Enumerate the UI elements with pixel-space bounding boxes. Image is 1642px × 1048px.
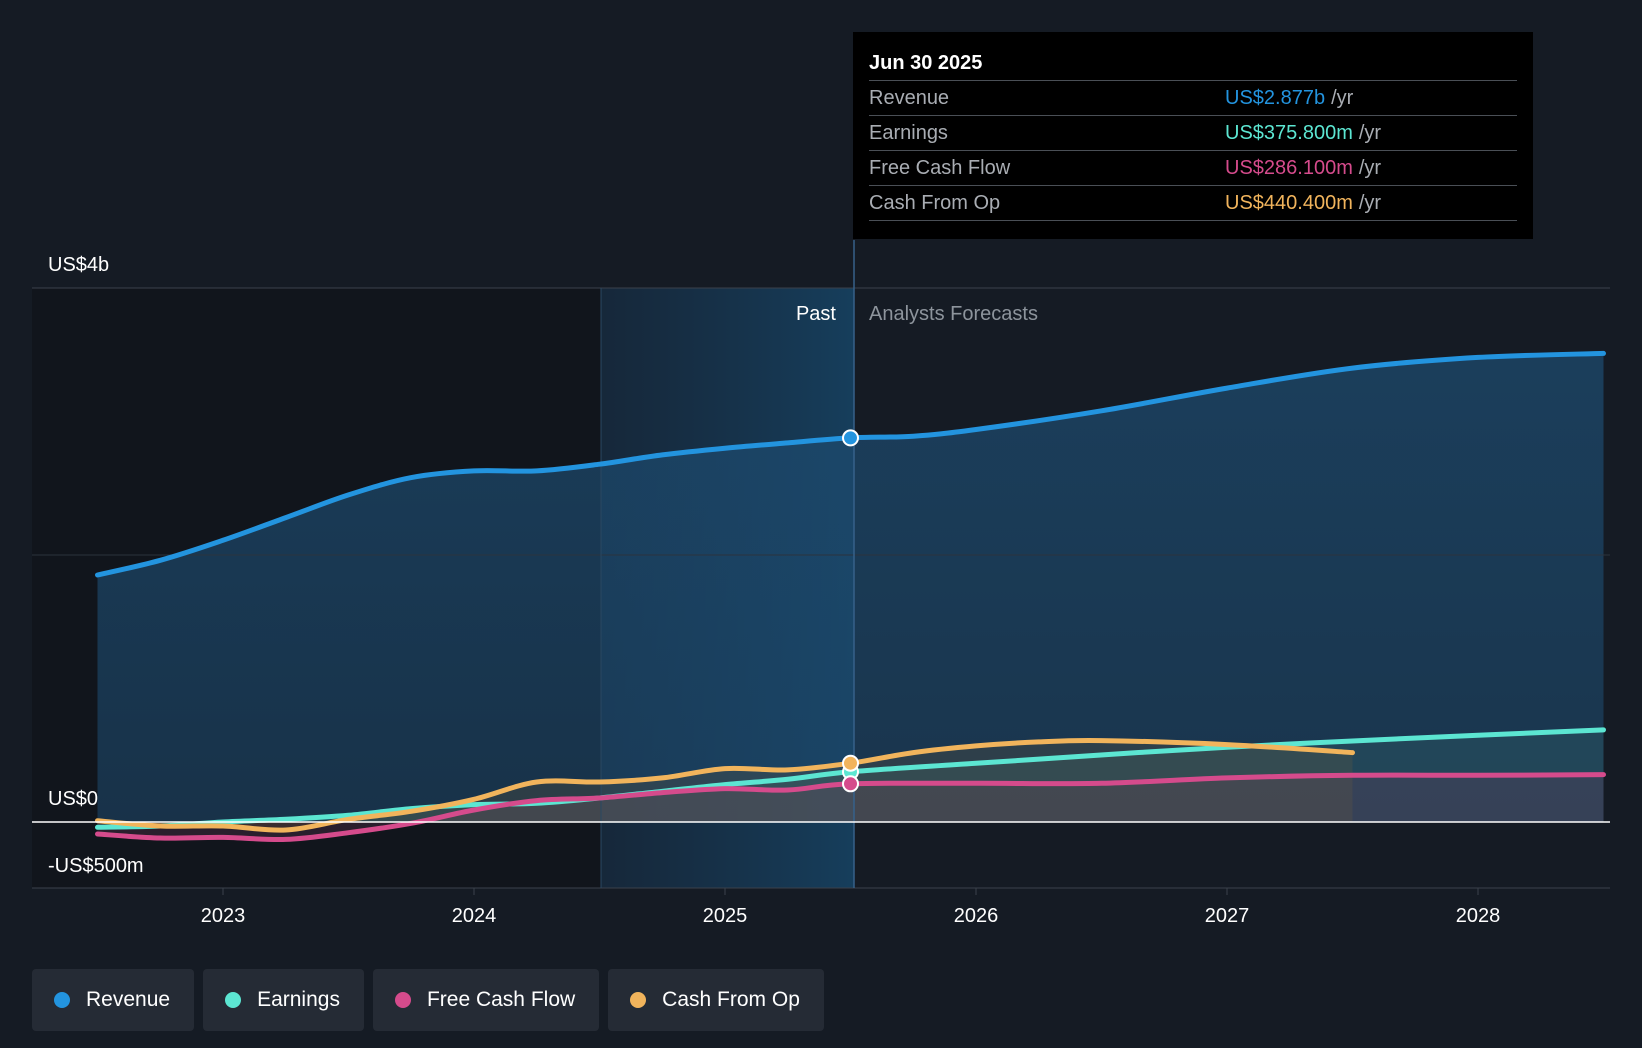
past-label: Past bbox=[796, 303, 836, 325]
x-tick-label-2023: 2023 bbox=[201, 905, 246, 927]
tooltip-value: US$2.877b bbox=[1225, 87, 1326, 109]
revenue-line bbox=[95, 350, 1606, 578]
legend-label: Earnings bbox=[257, 988, 340, 1011]
free-cash-flow-dot-icon bbox=[394, 992, 411, 1008]
tooltip-row-cash-from-op: Cash From Op US$440.400m /yr bbox=[869, 186, 1517, 221]
tooltip-unit: /yr bbox=[1358, 157, 1382, 179]
tooltip-unit: /yr bbox=[1331, 87, 1354, 109]
tooltip-unit: /yr bbox=[1358, 122, 1382, 144]
revenue-dot-icon bbox=[54, 992, 70, 1008]
tooltip-row-earnings: Earnings US$375.800m /yr bbox=[869, 116, 1517, 151]
revenue-area bbox=[97, 353, 1604, 822]
tooltip-label: Earnings bbox=[869, 122, 948, 144]
x-tick-label-2024: 2024 bbox=[452, 905, 497, 927]
free-cash-flow-area bbox=[97, 774, 1604, 840]
x-tick-label-2027: 2027 bbox=[1205, 905, 1250, 927]
tooltip-label: Free Cash Flow bbox=[869, 157, 1011, 179]
x-tick-label-2025: 2025 bbox=[703, 905, 748, 927]
tooltip-row-free-cash-flow: Free Cash Flow US$286.100m /yr bbox=[869, 151, 1517, 186]
cash-from-op-line bbox=[95, 737, 1355, 833]
free-cash-flow-marker[interactable] bbox=[842, 775, 859, 793]
y-label-top: US$4b bbox=[48, 254, 109, 276]
tooltip-value: US$286.100m bbox=[1225, 157, 1353, 179]
legend-item-cash-from-op[interactable]: Cash From Op bbox=[608, 969, 824, 1031]
free-cash-flow-line bbox=[95, 772, 1606, 843]
x-tick-label-2028: 2028 bbox=[1456, 905, 1501, 927]
legend-label: Revenue bbox=[86, 988, 171, 1011]
tooltip-unit: /yr bbox=[1358, 192, 1382, 214]
tooltip-label: Cash From Op bbox=[869, 192, 1001, 214]
cash-from-op-marker[interactable] bbox=[842, 754, 859, 772]
revenue-marker[interactable] bbox=[842, 429, 859, 447]
legend-item-revenue[interactable]: Revenue bbox=[32, 969, 195, 1031]
x-tick-label-2026: 2026 bbox=[954, 905, 999, 927]
earnings-dot-icon bbox=[225, 992, 242, 1008]
tooltip-value: US$375.800m bbox=[1225, 122, 1353, 144]
tooltip-label: Revenue bbox=[869, 87, 950, 109]
y-label-bottom: -US$500m bbox=[48, 855, 144, 877]
legend-item-earnings[interactable]: Earnings bbox=[203, 969, 364, 1031]
tooltip: Jun 30 2025 Revenue US$2.877b /yr Earnin… bbox=[853, 32, 1533, 239]
legend-label: Free Cash Flow bbox=[426, 988, 576, 1011]
cash-from-op-dot-icon bbox=[630, 992, 647, 1008]
tooltip-date: Jun 30 2025 bbox=[869, 46, 1517, 81]
tooltip-row-revenue: Revenue US$2.877b /yr bbox=[869, 81, 1517, 116]
tooltip-value: US$440.400m bbox=[1225, 192, 1353, 214]
legend-label: Cash From Op bbox=[662, 988, 800, 1011]
forecast-label: Analysts Forecasts bbox=[869, 303, 1038, 325]
legend: Revenue Earnings Free Cash Flow Cash Fro… bbox=[32, 969, 833, 1031]
y-label-zero: US$0 bbox=[48, 788, 98, 810]
legend-item-free-cash-flow[interactable]: Free Cash Flow bbox=[372, 969, 600, 1031]
